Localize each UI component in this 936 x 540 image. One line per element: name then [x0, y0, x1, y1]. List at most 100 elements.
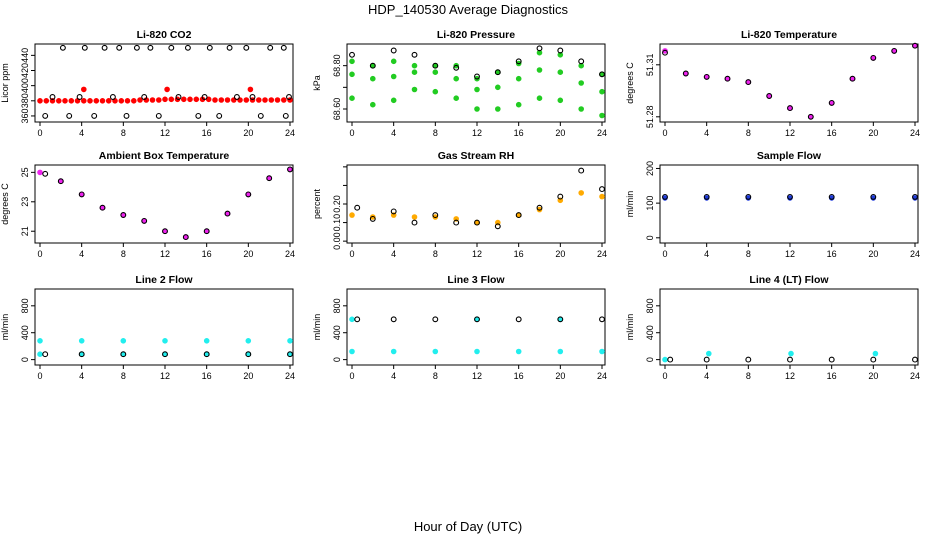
data-point — [43, 98, 50, 104]
data-point — [432, 69, 439, 75]
data-point — [432, 212, 439, 219]
data-point — [557, 47, 564, 54]
data-point — [494, 84, 501, 91]
data-point — [68, 98, 75, 104]
data-point — [369, 62, 376, 69]
data-point — [599, 186, 605, 193]
x-tick-label: 20 — [868, 249, 878, 259]
data-point — [432, 348, 439, 355]
data-point — [578, 58, 585, 65]
panel-title: Li-820 CO2 — [137, 29, 192, 41]
data-point — [807, 113, 814, 120]
series-1 — [349, 49, 605, 119]
data-point — [872, 350, 879, 357]
data-point — [369, 101, 376, 108]
x-tick-label: 8 — [121, 371, 126, 381]
data-point — [287, 337, 293, 344]
data-point — [37, 98, 43, 104]
data-point — [390, 208, 397, 215]
x-tick-label: 16 — [827, 249, 837, 259]
y-tick-label: 23 — [20, 197, 30, 207]
data-point — [262, 97, 268, 103]
data-point — [131, 98, 137, 104]
data-point — [349, 212, 355, 218]
data-point — [59, 44, 66, 51]
data-point — [390, 97, 397, 104]
data-point — [168, 44, 175, 51]
x-tick-label: 4 — [704, 128, 709, 138]
x-tick-label: 4 — [391, 128, 396, 138]
y-tick-label: 400 — [332, 325, 342, 340]
figure-title: HDP_140530 Average Diagnostics — [368, 2, 568, 17]
plot-frame — [346, 164, 606, 244]
data-point — [453, 95, 460, 101]
x-tick-label: 4 — [704, 371, 709, 381]
data-point — [149, 97, 156, 103]
data-point — [703, 73, 710, 80]
series-1 — [37, 337, 293, 358]
data-point — [99, 204, 106, 211]
series-1 — [349, 316, 605, 355]
data-point — [226, 44, 233, 51]
data-point — [390, 316, 397, 323]
data-point — [557, 316, 564, 323]
data-point — [432, 88, 439, 95]
y-axis-label: kPa — [312, 75, 322, 91]
y-tick-label: 400 — [20, 325, 30, 340]
x-tick-label: 24 — [597, 128, 607, 138]
data-point — [354, 316, 361, 323]
data-point — [141, 94, 148, 100]
x-tick-label: 8 — [746, 371, 751, 381]
chart-panel-7: Line 2 Flow 0 4 8 12 16 20 24 0 400 800 ml/min — [0, 274, 295, 381]
data-point — [578, 167, 585, 174]
y-tick-label: 51.28 — [645, 106, 655, 129]
data-point — [432, 62, 439, 69]
data-point — [411, 62, 418, 69]
y-tick-label: 51.31 — [645, 54, 655, 77]
y-tick-label: 200 — [645, 161, 655, 176]
data-point — [203, 351, 210, 358]
series-1 — [662, 42, 918, 120]
y-axis-label: ml/min — [625, 314, 635, 341]
data-point — [49, 94, 56, 100]
chart-panel-8: Line 3 Flow 0 4 8 12 16 20 24 0 400 800 ml/min — [312, 274, 607, 381]
data-point — [206, 44, 213, 51]
data-point — [432, 316, 439, 323]
x-tick-label: 20 — [243, 128, 253, 138]
data-point — [91, 112, 98, 119]
data-point — [474, 106, 480, 112]
x-tick-label: 24 — [910, 128, 920, 138]
data-point — [870, 54, 877, 61]
series-2 — [42, 351, 293, 358]
x-tick-label: 12 — [160, 249, 170, 259]
data-point — [599, 348, 605, 355]
x-tick-label: 20 — [868, 371, 878, 381]
x-tick-label: 16 — [202, 249, 212, 259]
data-point — [705, 350, 712, 357]
data-point — [245, 351, 252, 358]
data-point — [494, 106, 501, 112]
x-tick-label: 4 — [391, 249, 396, 259]
data-point — [703, 193, 710, 200]
plot-frame — [34, 43, 294, 123]
data-point — [828, 193, 835, 200]
data-point — [193, 96, 200, 103]
x-tick-label: 0 — [662, 128, 667, 138]
y-tick-label: 800 — [20, 298, 30, 313]
y-tick-label: 360 — [20, 108, 30, 123]
data-point — [870, 356, 877, 363]
x-tick-label: 16 — [202, 128, 212, 138]
data-point — [494, 69, 501, 76]
plot-frame — [346, 288, 606, 366]
x-tick-label: 8 — [433, 249, 438, 259]
data-point — [124, 98, 131, 104]
x-tick-label: 0 — [349, 128, 354, 138]
y-tick-label: 400 — [20, 78, 30, 93]
data-point — [62, 98, 68, 104]
x-tick-label: 24 — [597, 249, 607, 259]
x-tick-label: 24 — [910, 249, 920, 259]
data-point — [599, 88, 605, 95]
x-tick-label: 0 — [37, 128, 42, 138]
data-point — [164, 86, 170, 93]
